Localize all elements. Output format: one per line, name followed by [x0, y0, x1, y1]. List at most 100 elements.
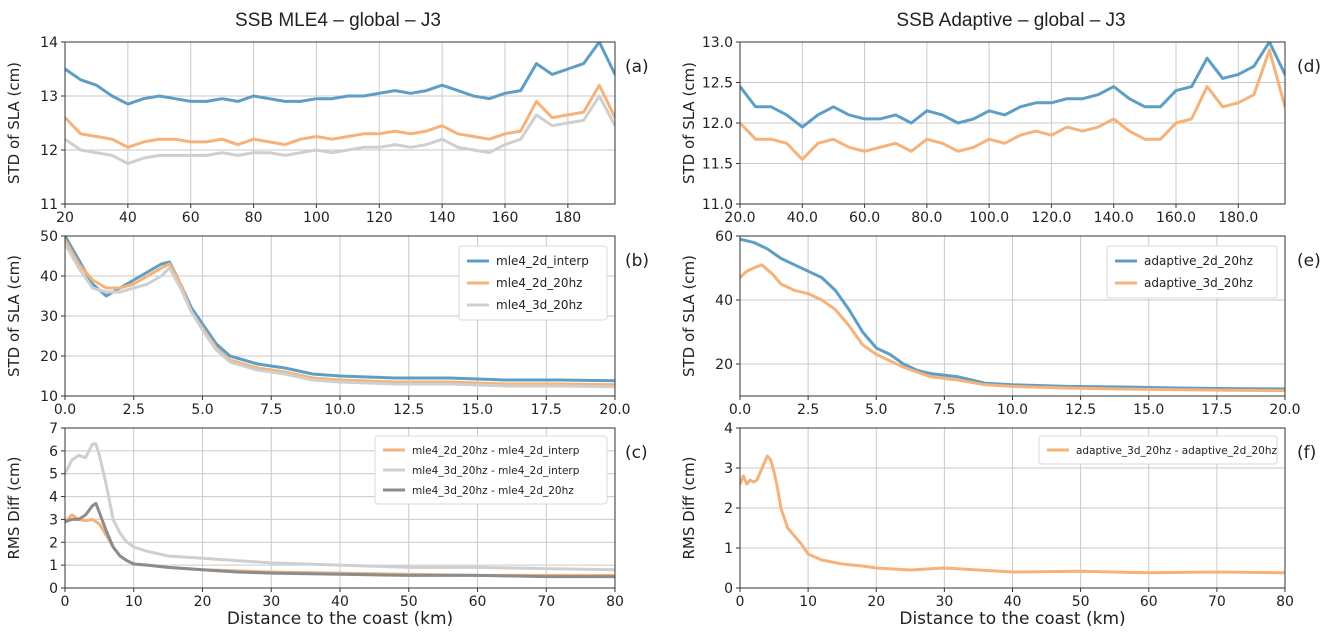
- y-tick-label: 11: [40, 197, 58, 213]
- series-line-c-1: [65, 442, 615, 572]
- legend-entry: adaptive_3d_20hz: [1144, 276, 1253, 290]
- legend: mle4_2d_20hz - mle4_2d_interp mle4_3d_20h…: [374, 435, 608, 505]
- y-tick-label: 11.5: [702, 157, 733, 173]
- legend: mle4_2d_interp mle4_2d_20hz mle4_3d_20hz: [458, 245, 608, 321]
- x-tick-label: 60: [469, 594, 487, 610]
- legend-box: [458, 245, 608, 321]
- y-tick-label: 10: [40, 389, 58, 405]
- y-tick-label: 1: [49, 558, 58, 574]
- x-tick-label: 80: [245, 210, 263, 226]
- x-tick-label: 180.0: [1218, 210, 1258, 226]
- series-line-a-2: [65, 94, 615, 165]
- x-tick-label: 140: [429, 210, 456, 226]
- y-tick-label: 13.0: [702, 35, 733, 51]
- y-tick-label: 40: [40, 269, 58, 285]
- legend-entry: mle4_2d_20hz: [496, 276, 582, 290]
- x-tick-label: 0: [61, 594, 70, 610]
- panel-b: 0.0 2.5 5.0 7.5 10.0 12.5 15.0 17.5 20.0 10 20 30 40…: [5, 229, 649, 418]
- x-tick-label: 12.5: [1065, 402, 1096, 418]
- x-tick-label: 0: [736, 594, 745, 610]
- y-tick-label: 12: [40, 143, 58, 159]
- series-line-d-1: [740, 48, 1285, 161]
- x-tick-label: 40: [119, 210, 137, 226]
- y-tick-label: 4: [49, 490, 58, 506]
- series-line-d-0: [740, 42, 1285, 129]
- x-tick-label: 5.0: [191, 402, 213, 418]
- x-axis-label: Distance to the coast (km): [899, 609, 1125, 629]
- x-tick-label: 70: [537, 594, 555, 610]
- x-tick-label: 80: [606, 594, 624, 610]
- plot-frame: [64, 41, 616, 205]
- x-tick-label: 2.5: [797, 402, 819, 418]
- x-tick-label: 20: [194, 594, 212, 610]
- y-axis-label: STD of SLA (cm): [680, 255, 698, 377]
- legend-box: [1106, 245, 1278, 299]
- y-axis-label: RMS Diff (cm): [5, 456, 23, 559]
- x-tick-label: 0.0: [729, 402, 751, 418]
- panel-tag: (c): [625, 443, 648, 463]
- x-tick-label: 40.0: [787, 210, 818, 226]
- x-tick-label: 180: [554, 210, 581, 226]
- y-tick-label: 11.0: [702, 197, 733, 213]
- x-tick-label: 10: [125, 594, 143, 610]
- panel-a: 20 40 60 80 100 120 140 160 180 11 12 13 14 STD of SL…: [5, 35, 649, 226]
- x-tick-label: 80.0: [911, 210, 942, 226]
- x-tick-label: 140.0: [1094, 210, 1134, 226]
- series-line-e-1: [740, 263, 1285, 393]
- legend-entry: mle4_3d_20hz - mle4_2d_20hz: [412, 485, 574, 497]
- y-tick-label: 2: [724, 501, 733, 517]
- x-tick-label: 10.0: [324, 402, 355, 418]
- y-axis-label: STD of SLA (cm): [5, 255, 23, 377]
- x-tick-label: 12.5: [393, 402, 424, 418]
- x-tick-label: 50: [1072, 594, 1090, 610]
- y-tick-label: 2: [49, 535, 58, 551]
- series-line-a-0: [65, 42, 615, 106]
- x-tick-label: 30: [935, 594, 953, 610]
- x-tick-label: 20: [867, 594, 885, 610]
- y-axis-label: STD of SLA (cm): [680, 62, 698, 184]
- y-tick-label: 50: [40, 229, 58, 245]
- legend-entry: mle4_3d_20hz: [496, 298, 582, 312]
- y-axis-label: RMS Diff (cm): [680, 456, 698, 559]
- x-tick-label: 20.0: [1269, 402, 1300, 418]
- panel-d: 20.0 40.0 60.0 80.0 100.0 120.0 140.0 160.0 180.…: [680, 35, 1321, 226]
- x-tick-label: 40: [331, 594, 349, 610]
- y-tick-label: 14: [40, 35, 58, 51]
- left-column-title: SSB MLE4 – global – J3: [235, 10, 441, 31]
- panel-tag: (b): [625, 251, 649, 271]
- x-tick-label: 15.0: [462, 402, 493, 418]
- x-tick-label: 50: [400, 594, 418, 610]
- panel-e: 0.0 2.5 5.0 7.5 10.0 12.5 15.0 17.5 20.0 20 40 60 ST…: [680, 229, 1321, 418]
- y-tick-label: 4: [724, 421, 733, 437]
- y-tick-label: 60: [715, 229, 733, 245]
- x-tick-label: 60: [1140, 594, 1158, 610]
- series-line-e-0: [740, 237, 1285, 391]
- x-tick-label: 2.5: [123, 402, 145, 418]
- y-tick-label: 7: [49, 421, 58, 437]
- y-tick-label: 3: [49, 512, 58, 528]
- series-line-b-2: [65, 242, 615, 389]
- panel-tag: (f): [1297, 443, 1316, 463]
- y-tick-label: 12.5: [702, 76, 733, 92]
- x-axis-label: Distance to the coast (km): [227, 609, 453, 629]
- series-line-a-1: [65, 83, 615, 149]
- x-tick-label: 10.0: [997, 402, 1028, 418]
- x-tick-label: 0.0: [54, 402, 76, 418]
- x-tick-label: 7.5: [933, 402, 955, 418]
- x-tick-label: 160: [492, 210, 519, 226]
- legend-entry: adaptive_2d_20hz: [1144, 254, 1253, 268]
- y-axis-label: STD of SLA (cm): [5, 62, 23, 184]
- x-tick-label: 40: [1004, 594, 1022, 610]
- x-tick-label: 60: [182, 210, 200, 226]
- x-tick-label: 120.0: [1031, 210, 1071, 226]
- x-tick-label: 60.0: [849, 210, 880, 226]
- legend: adaptive_3d_20hz - adaptive_2d_20hz: [1038, 435, 1278, 465]
- right-column-title: SSB Adaptive – global – J3: [896, 10, 1125, 31]
- y-tick-label: 20: [40, 349, 58, 365]
- x-tick-label: 100.0: [969, 210, 1009, 226]
- x-tick-label: 20: [56, 210, 74, 226]
- y-tick-label: 0: [724, 581, 733, 597]
- y-tick-label: 5: [49, 467, 58, 483]
